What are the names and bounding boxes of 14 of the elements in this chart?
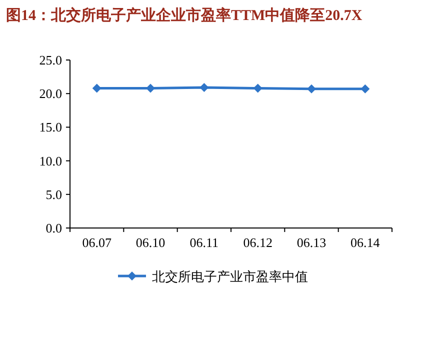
y-tick-label: 5.0 (46, 186, 62, 202)
y-tick-label: 10.0 (39, 153, 62, 168)
legend-label: 北交所电子产业市盈率中值 (152, 269, 308, 284)
y-tick-label: 0.0 (46, 220, 62, 236)
x-tick-label: 06.14 (350, 235, 380, 250)
x-tick-label: 06.11 (190, 235, 219, 250)
y-tick-label: 15.0 (39, 120, 62, 135)
y-tick-label: 20.0 (39, 86, 62, 102)
x-tick-label: 06.10 (136, 235, 166, 250)
x-tick-label: 06.13 (296, 235, 326, 250)
y-tick-label: 25.0 (39, 52, 62, 68)
x-tick-label: 06.07 (82, 235, 112, 250)
chart-title: 图14：北交所电子产业企业市盈率TTM中值降至20.7X (6, 6, 362, 24)
x-tick-label: 06.12 (243, 235, 272, 250)
